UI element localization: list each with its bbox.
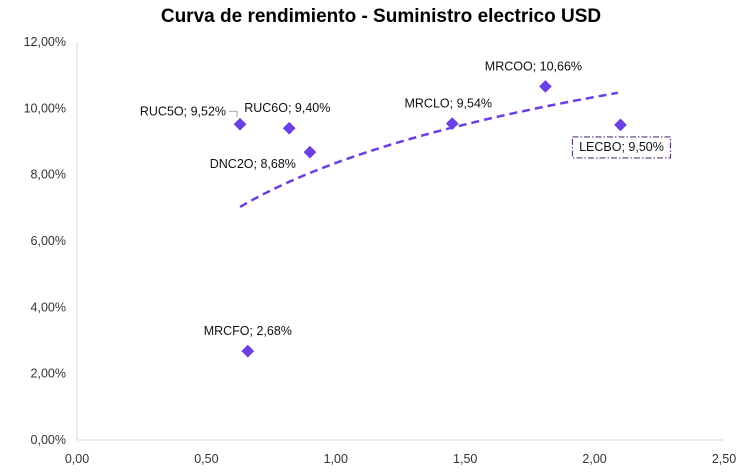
data-marker-lecbo <box>614 118 627 132</box>
data-markers <box>233 80 627 358</box>
data-label-mrcfo: MRCFO; 2,68% <box>204 324 292 338</box>
axes <box>76 42 724 441</box>
data-label-ruc6o: RUC6O; 9,40% <box>244 101 330 115</box>
x-tick-label: 2,50 <box>712 452 736 466</box>
highlight-label-box <box>571 136 672 159</box>
data-marker-mrcfo <box>241 344 255 358</box>
y-tick-labels: 0,00% 2,00% 4,00% 6,00% 8,00% 10,00% 12,00% <box>24 35 66 447</box>
data-label-mrclo: MRCLO; 9,54% <box>404 97 492 111</box>
y-tick-label: 0,00% <box>31 433 66 447</box>
data-label-dnc2o: DNC2O; 8,68% <box>210 157 296 171</box>
y-tick-label: 10,00% <box>24 101 66 115</box>
data-marker-ruc5o <box>233 117 247 131</box>
y-tick-label: 4,00% <box>31 300 66 314</box>
data-label-mrcoo: MRCOO; 10,66% <box>485 59 582 73</box>
x-tick-label: 0,50 <box>194 452 218 466</box>
data-label-lecbo: LECBO; 9,50% <box>579 140 664 154</box>
x-tick-label: 0,00 <box>65 452 89 466</box>
leader-line-ruc5o <box>229 110 238 118</box>
y-tick-label: 12,00% <box>24 35 66 49</box>
data-marker-mrcoo <box>539 80 552 93</box>
y-tick-label: 2,00% <box>31 367 66 381</box>
data-marker-ruc6o <box>282 121 296 135</box>
data-marker-dnc2o <box>303 145 317 159</box>
data-labels: RUC5O; 9,52% RUC6O; 9,40% DNC2O; 8,68% MRCF… <box>140 59 664 338</box>
y-tick-label: 6,00% <box>31 234 66 248</box>
y-tick-label: 8,00% <box>31 168 66 182</box>
label-leader-line <box>229 110 238 118</box>
x-tick-label: 2,00 <box>582 452 606 466</box>
label-box-lecbo <box>571 136 672 159</box>
x-tick-label: 1,00 <box>324 452 348 466</box>
x-tick-label: 1,50 <box>453 452 477 466</box>
trendline <box>239 91 619 208</box>
data-marker-mrclo <box>445 117 459 130</box>
x-tick-labels: 0,00 0,50 1,00 1,50 2,00 2,50 <box>65 452 736 466</box>
chart-title: Curva de rendimiento - Suministro electr… <box>161 6 601 27</box>
data-label-ruc5o: RUC5O; 9,52% <box>140 104 226 118</box>
